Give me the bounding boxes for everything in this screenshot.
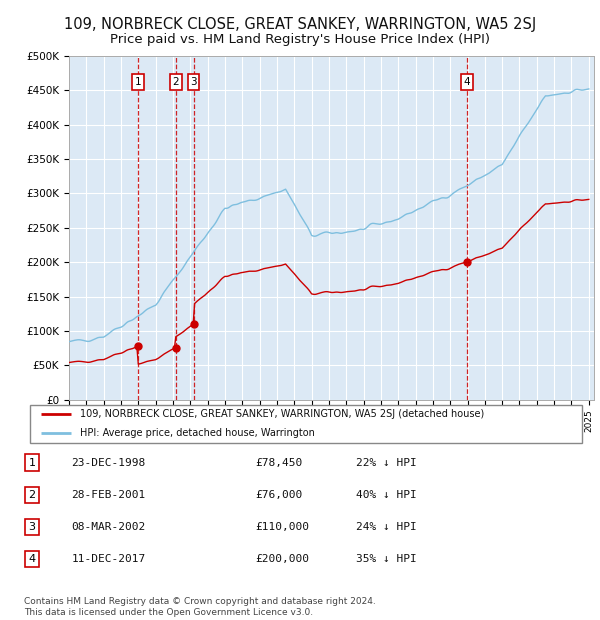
Text: 3: 3: [29, 522, 35, 532]
Text: 40% ↓ HPI: 40% ↓ HPI: [356, 490, 417, 500]
Text: 23-DEC-1998: 23-DEC-1998: [71, 458, 146, 467]
Text: 109, NORBRECK CLOSE, GREAT SANKEY, WARRINGTON, WA5 2SJ: 109, NORBRECK CLOSE, GREAT SANKEY, WARRI…: [64, 17, 536, 32]
Text: Contains HM Land Registry data © Crown copyright and database right 2024.
This d: Contains HM Land Registry data © Crown c…: [24, 598, 376, 617]
Text: Price paid vs. HM Land Registry's House Price Index (HPI): Price paid vs. HM Land Registry's House …: [110, 33, 490, 46]
Text: 1: 1: [134, 77, 141, 87]
Text: 2: 2: [172, 77, 179, 87]
Text: 1: 1: [29, 458, 35, 467]
Text: 24% ↓ HPI: 24% ↓ HPI: [356, 522, 417, 532]
Text: £110,000: £110,000: [255, 522, 309, 532]
Text: 35% ↓ HPI: 35% ↓ HPI: [356, 554, 417, 564]
Text: 4: 4: [463, 77, 470, 87]
Text: 109, NORBRECK CLOSE, GREAT SANKEY, WARRINGTON, WA5 2SJ (detached house): 109, NORBRECK CLOSE, GREAT SANKEY, WARRI…: [80, 409, 484, 420]
Text: 22% ↓ HPI: 22% ↓ HPI: [356, 458, 417, 467]
Text: HPI: Average price, detached house, Warrington: HPI: Average price, detached house, Warr…: [80, 428, 314, 438]
Text: £200,000: £200,000: [255, 554, 309, 564]
Text: £78,450: £78,450: [255, 458, 302, 467]
Text: 4: 4: [29, 554, 35, 564]
Text: 11-DEC-2017: 11-DEC-2017: [71, 554, 146, 564]
Text: 08-MAR-2002: 08-MAR-2002: [71, 522, 146, 532]
Text: 2: 2: [29, 490, 35, 500]
Text: 28-FEB-2001: 28-FEB-2001: [71, 490, 146, 500]
FancyBboxPatch shape: [30, 405, 582, 443]
Text: £76,000: £76,000: [255, 490, 302, 500]
Text: 3: 3: [190, 77, 197, 87]
